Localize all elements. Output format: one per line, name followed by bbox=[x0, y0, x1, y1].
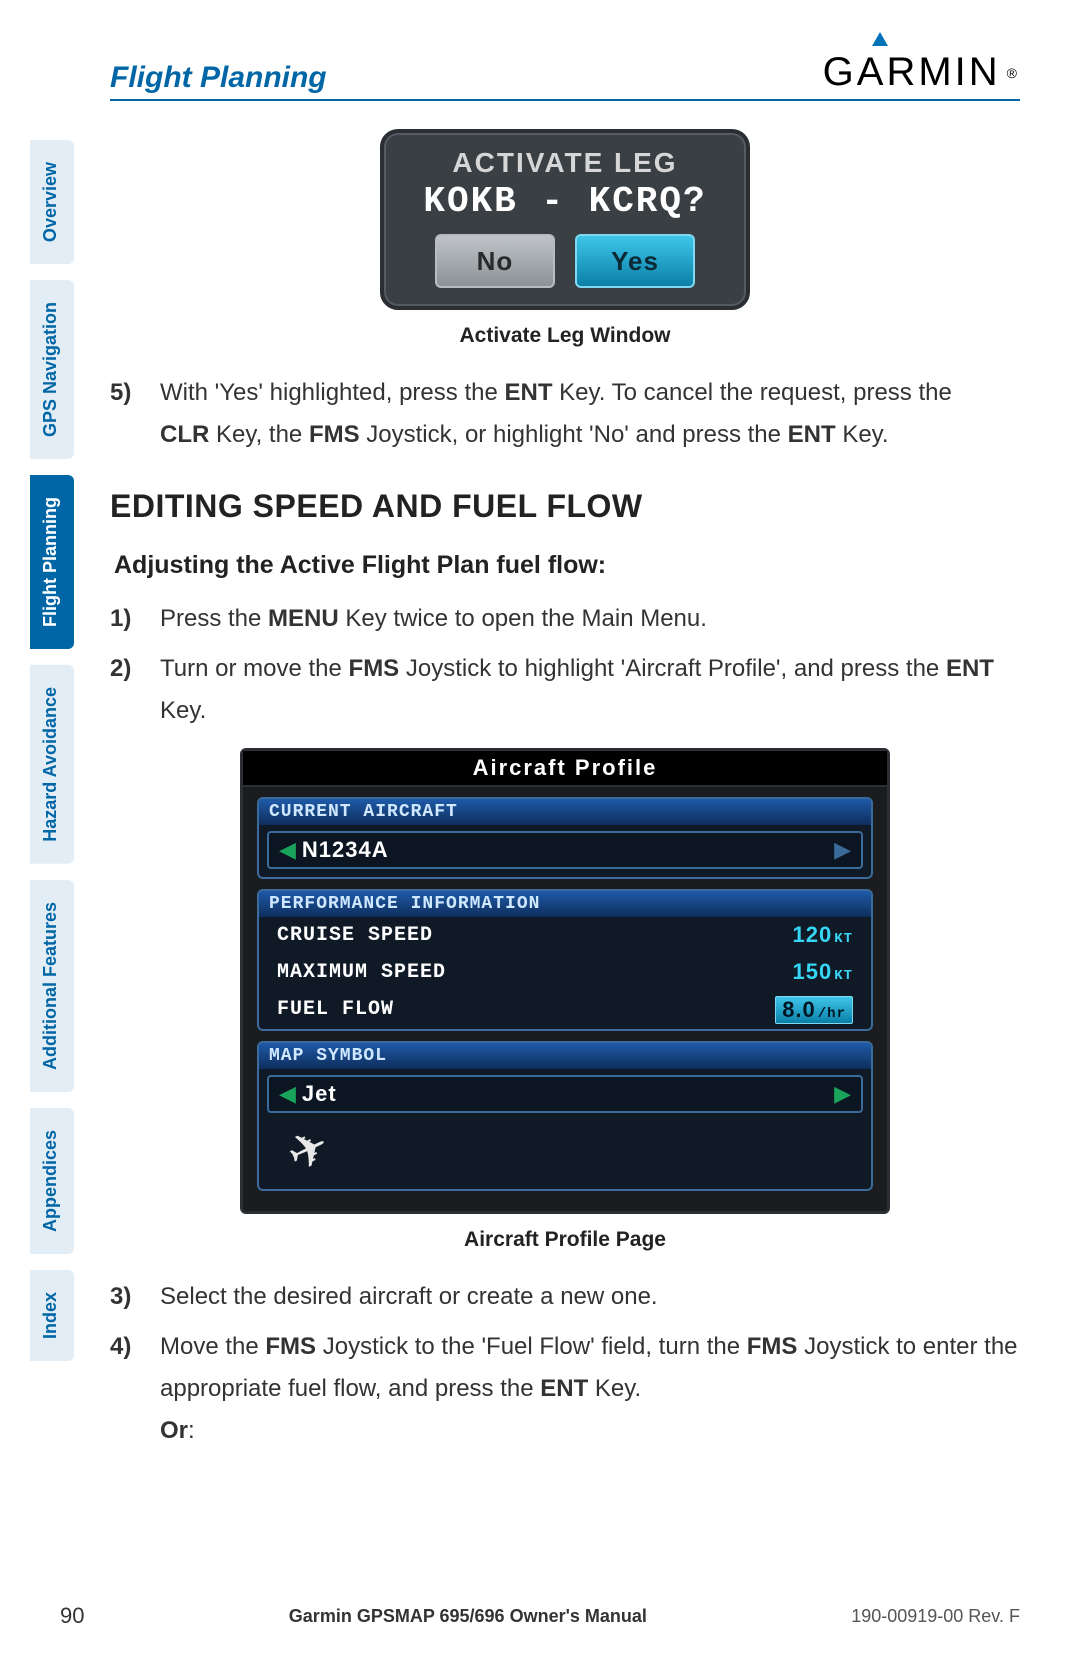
chevron-left-icon: ◀ bbox=[279, 837, 296, 863]
no-button[interactable]: No bbox=[435, 234, 555, 288]
tab-appendices[interactable]: Appendices bbox=[30, 1108, 74, 1254]
max-speed-value: 150 bbox=[792, 959, 832, 984]
map-symbol-label: MAP SYMBOL bbox=[259, 1043, 871, 1069]
profile-caption: Aircraft Profile Page bbox=[110, 1228, 1020, 1252]
max-speed-label: MAXIMUM SPEED bbox=[277, 961, 446, 984]
step-content: Turn or move the FMS Joystick to highlig… bbox=[160, 648, 1020, 732]
footer-center: Garmin GPSMAP 695/696 Owner's Manual bbox=[289, 1606, 647, 1627]
chevron-right-icon: ▶ bbox=[834, 837, 851, 863]
aircraft-profile-window: Aircraft Profile CURRENT AIRCRAFT ◀ N123… bbox=[240, 748, 890, 1214]
step-number: 5) bbox=[110, 372, 142, 456]
activate-leg-route: KOKB - KCRQ? bbox=[402, 181, 728, 222]
current-aircraft-label: CURRENT AIRCRAFT bbox=[259, 799, 871, 825]
step-5: 5) With 'Yes' highlighted, press the ENT… bbox=[110, 372, 1020, 456]
step-number: 3) bbox=[110, 1276, 142, 1318]
step-number: 1) bbox=[110, 598, 142, 640]
activate-leg-title: Activate leg bbox=[402, 147, 728, 179]
current-aircraft-selector[interactable]: ◀ N1234A ▶ bbox=[267, 831, 863, 869]
map-symbol-selector[interactable]: ◀ Jet ▶ bbox=[267, 1075, 863, 1113]
tab-flight-planning[interactable]: Flight Planning bbox=[30, 475, 74, 649]
map-symbol-panel: MAP SYMBOL ◀ Jet ▶ ✈ bbox=[257, 1041, 873, 1191]
chevron-right-icon: ▶ bbox=[834, 1081, 851, 1107]
current-aircraft-panel: CURRENT AIRCRAFT ◀ N1234A ▶ bbox=[257, 797, 873, 879]
profile-title: Aircraft Profile bbox=[243, 751, 887, 787]
chevron-left-icon: ◀ bbox=[279, 1081, 296, 1107]
step-content: Press the MENU Key twice to open the Mai… bbox=[160, 598, 1020, 640]
footer-revision: 190-00919-00 Rev. F bbox=[851, 1606, 1020, 1627]
tab-index[interactable]: Index bbox=[30, 1270, 74, 1361]
page-footer: 90 Garmin GPSMAP 695/696 Owner's Manual … bbox=[60, 1603, 1020, 1629]
step-1: 1) Press the MENU Key twice to open the … bbox=[110, 598, 1020, 640]
fuel-flow-unit: /hr bbox=[818, 1006, 846, 1022]
max-speed-row: MAXIMUM SPEED 150KT bbox=[259, 954, 871, 991]
yes-button[interactable]: Yes bbox=[575, 234, 695, 288]
step-content: With 'Yes' highlighted, press the ENT Ke… bbox=[160, 372, 1020, 456]
logo-text: GARMIN bbox=[823, 50, 1001, 95]
step-4: 4) Move the FMS Joystick to the 'Fuel Fl… bbox=[110, 1326, 1020, 1452]
aircraft-icon: ✈ bbox=[259, 1121, 871, 1189]
tab-gps-navigation[interactable]: GPS Navigation bbox=[30, 280, 74, 459]
cruise-speed-value: 120 bbox=[792, 922, 832, 947]
step-2: 2) Turn or move the FMS Joystick to high… bbox=[110, 648, 1020, 732]
page-number: 90 bbox=[60, 1603, 84, 1629]
performance-panel: PERFORMANCE INFORMATION CRUISE SPEED 120… bbox=[257, 889, 873, 1031]
tab-additional-features[interactable]: Additional Features bbox=[30, 880, 74, 1092]
tab-overview[interactable]: Overview bbox=[30, 140, 74, 264]
tab-hazard-avoidance[interactable]: Hazard Avoidance bbox=[30, 665, 74, 864]
section-title: Flight Planning bbox=[110, 61, 327, 95]
cruise-speed-row: CRUISE SPEED 120KT bbox=[259, 917, 871, 954]
fuel-flow-row[interactable]: FUEL FLOW 8.0/hr bbox=[259, 991, 871, 1029]
fuel-flow-value: 8.0 bbox=[782, 997, 816, 1023]
registered-mark: ® bbox=[1007, 65, 1020, 81]
logo-triangle-icon bbox=[872, 32, 888, 46]
fuel-flow-label: FUEL FLOW bbox=[277, 998, 394, 1021]
performance-label: PERFORMANCE INFORMATION bbox=[259, 891, 871, 917]
garmin-logo: GARMIN ® bbox=[823, 50, 1020, 95]
step-number: 2) bbox=[110, 648, 142, 732]
page-header: Flight Planning GARMIN ® bbox=[110, 50, 1020, 101]
activate-leg-caption: Activate Leg Window bbox=[110, 324, 1020, 348]
heading-editing-speed: EDITING SPEED AND FUEL FLOW bbox=[110, 478, 1020, 534]
step-content: Move the FMS Joystick to the 'Fuel Flow'… bbox=[160, 1326, 1020, 1452]
cruise-speed-unit: KT bbox=[834, 931, 853, 947]
cruise-speed-label: CRUISE SPEED bbox=[277, 924, 433, 947]
map-symbol-value: Jet bbox=[296, 1081, 834, 1107]
step-number: 4) bbox=[110, 1326, 142, 1452]
subheading-adjusting: Adjusting the Active Flight Plan fuel fl… bbox=[114, 544, 1020, 588]
step-content: Select the desired aircraft or create a … bbox=[160, 1276, 1020, 1318]
activate-leg-window: Activate leg KOKB - KCRQ? No Yes bbox=[380, 129, 750, 310]
side-tab-strip: Overview GPS Navigation Flight Planning … bbox=[30, 140, 74, 1361]
step-3: 3) Select the desired aircraft or create… bbox=[110, 1276, 1020, 1318]
current-aircraft-value: N1234A bbox=[296, 837, 834, 863]
max-speed-unit: KT bbox=[834, 968, 853, 984]
